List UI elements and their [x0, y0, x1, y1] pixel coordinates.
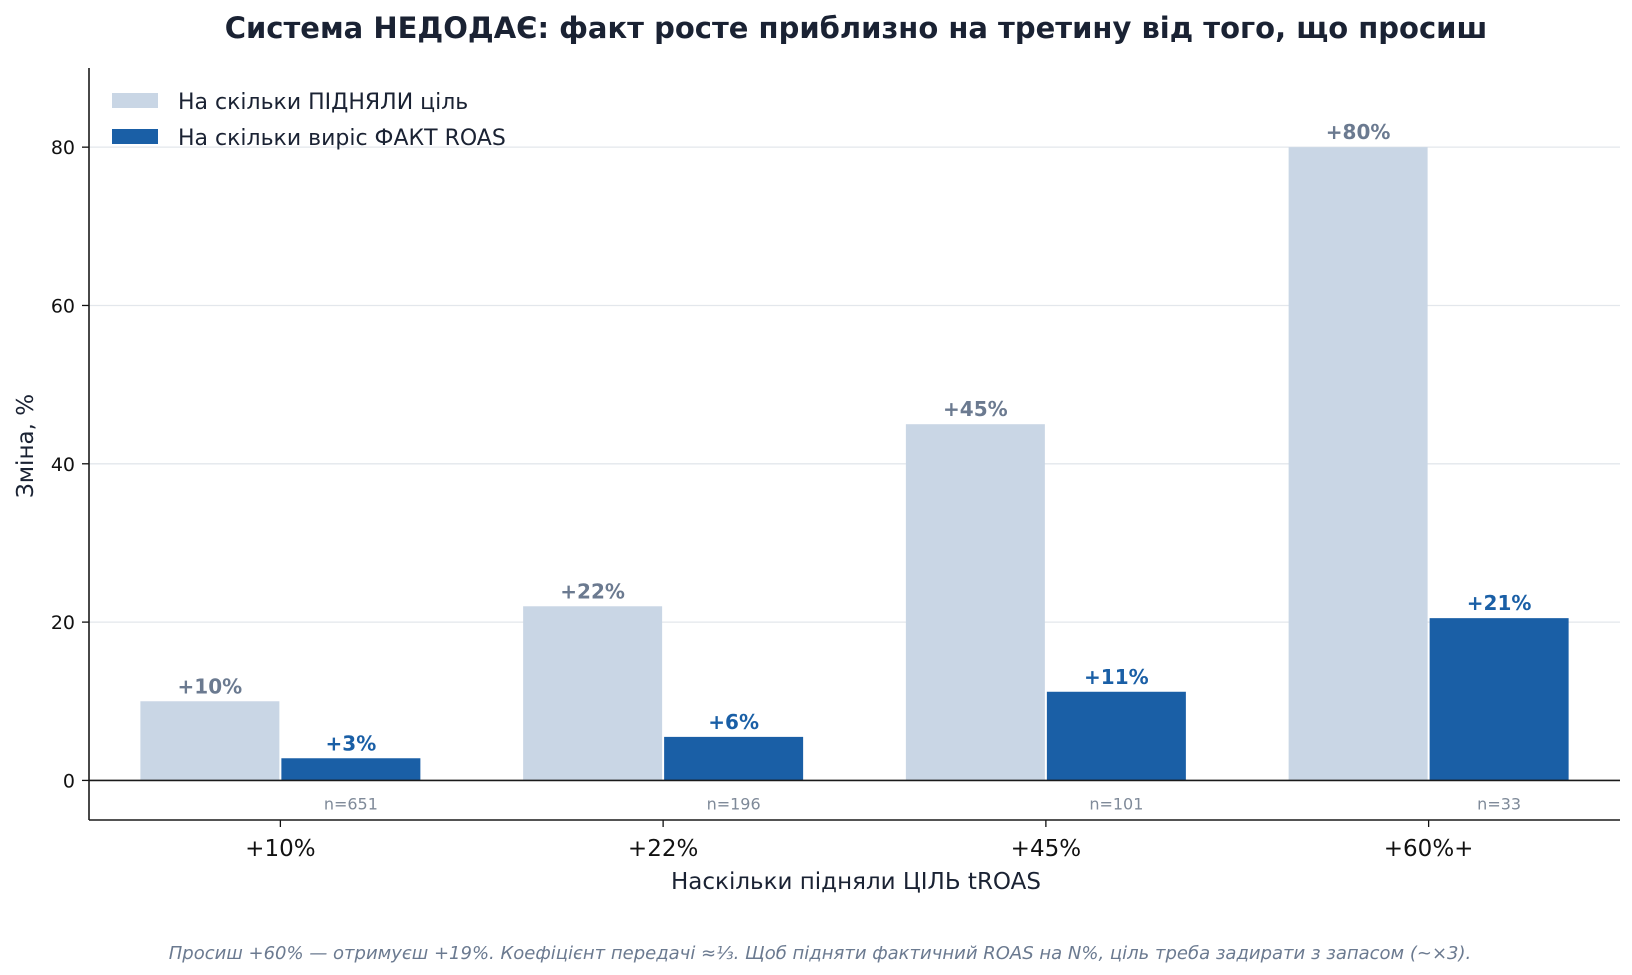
chart-title: Система НЕДОДАЄ: факт росте приблизно на…: [225, 11, 1488, 45]
legend-label-actual: На скільки виріс ФАКТ ROAS: [178, 126, 506, 151]
axes: [82, 68, 1620, 827]
data-label-target: +45%: [943, 397, 1008, 421]
x-tick-label: +60%+: [1384, 836, 1474, 862]
labels: 0 20 40 60 80 +10% +3% +10% n=651 +22% +6% +22% n=19…: [51, 120, 1532, 862]
legend-swatch-actual: [112, 129, 158, 144]
y-tick-label: 0: [63, 770, 75, 792]
sample-size-label: n=196: [707, 794, 761, 813]
y-tick-label: 20: [51, 612, 75, 634]
bar-target: [1288, 147, 1428, 781]
sample-size-label: n=101: [1089, 794, 1143, 813]
y-tick-label: 40: [51, 454, 75, 476]
data-label-target: +80%: [1326, 120, 1391, 144]
bar-target: [523, 606, 663, 781]
bar-actual: [664, 736, 804, 781]
sample-size-label: n=651: [324, 794, 378, 813]
legend-swatch-target: [112, 93, 158, 108]
data-label-actual: +3%: [326, 731, 377, 755]
y-axis-label: Зміна, %: [13, 394, 39, 498]
sample-size-label: n=33: [1477, 794, 1521, 813]
data-label-actual: +11%: [1084, 665, 1149, 689]
data-label-actual: +21%: [1467, 591, 1532, 615]
bar-target: [905, 424, 1045, 781]
y-tick-label: 60: [51, 295, 75, 317]
x-tick-label: +10%: [245, 836, 315, 862]
data-label-target: +22%: [560, 579, 625, 603]
bar-actual: [281, 758, 421, 781]
footnote: Просиш +60% — отримуєш +19%. Коефіцієнт …: [169, 943, 1472, 964]
x-tick-label: +22%: [628, 836, 698, 862]
x-tick-label: +45%: [1011, 836, 1081, 862]
legend: На скільки ПІДНЯЛИ ціль На скільки виріс…: [112, 90, 506, 151]
data-label-target: +10%: [178, 674, 243, 698]
bar-actual: [1046, 691, 1186, 781]
x-axis-label: Наскільки підняли ЦІЛЬ tROAS: [671, 869, 1041, 895]
y-tick-label: 80: [51, 137, 75, 159]
data-label-actual: +6%: [708, 710, 759, 734]
bar-actual: [1429, 618, 1569, 781]
bar-target: [140, 701, 280, 781]
legend-label-target: На скільки ПІДНЯЛИ ціль: [178, 90, 468, 115]
bars: [140, 147, 1569, 781]
